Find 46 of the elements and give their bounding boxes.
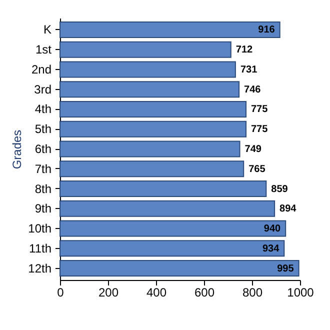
x-tick-label: 0	[57, 286, 64, 300]
y-tick-label: 4th	[34, 102, 52, 116]
bar	[60, 41, 232, 58]
y-tick-label: 9th	[34, 202, 52, 216]
y-tick-label: 7th	[34, 162, 52, 176]
bar	[60, 260, 300, 277]
data-label: 916	[258, 24, 276, 36]
bar	[60, 120, 246, 138]
bar	[60, 180, 267, 198]
x-tick-label: 600	[194, 286, 215, 300]
bar	[60, 220, 286, 237]
data-label: 731	[240, 64, 258, 76]
data-label: 934	[262, 243, 280, 254]
data-label: 775	[251, 124, 268, 136]
bar	[60, 81, 240, 98]
y-tick-label: 6th	[34, 142, 52, 156]
y-tick-label: K	[43, 22, 52, 37]
data-label: 775	[251, 104, 268, 116]
y-tick-label: 1st	[35, 42, 52, 57]
x-tick-label: 1000	[287, 286, 314, 300]
data-label: 995	[277, 263, 294, 274]
y-tick-label: 12th	[28, 261, 52, 276]
y-tick-label: 11th	[29, 241, 52, 256]
data-label: 712	[236, 44, 254, 56]
x-tick-label: 800	[242, 286, 263, 300]
data-label: 894	[280, 204, 297, 215]
y-tick-label: 2nd	[31, 62, 52, 76]
y-axis-title: Grades	[10, 130, 24, 170]
y-tick-label: 8th	[34, 182, 52, 196]
bar	[60, 200, 276, 217]
y-tick-label: 3rd	[34, 82, 52, 96]
data-label: 765	[248, 164, 266, 175]
data-label: 940	[264, 224, 282, 235]
data-label: 746	[244, 84, 262, 96]
bar	[60, 100, 246, 118]
bar	[60, 140, 240, 158]
y-tick-label: 10th	[28, 222, 52, 236]
bar	[60, 61, 236, 78]
x-tick-label: 400	[146, 286, 167, 300]
bar	[60, 160, 244, 178]
bar	[60, 240, 285, 257]
data-label: 859	[271, 184, 288, 195]
y-tick-label: 5th	[34, 122, 52, 136]
data-label: 749	[244, 144, 262, 155]
bar	[60, 21, 280, 38]
x-tick-label: 200	[98, 286, 119, 300]
